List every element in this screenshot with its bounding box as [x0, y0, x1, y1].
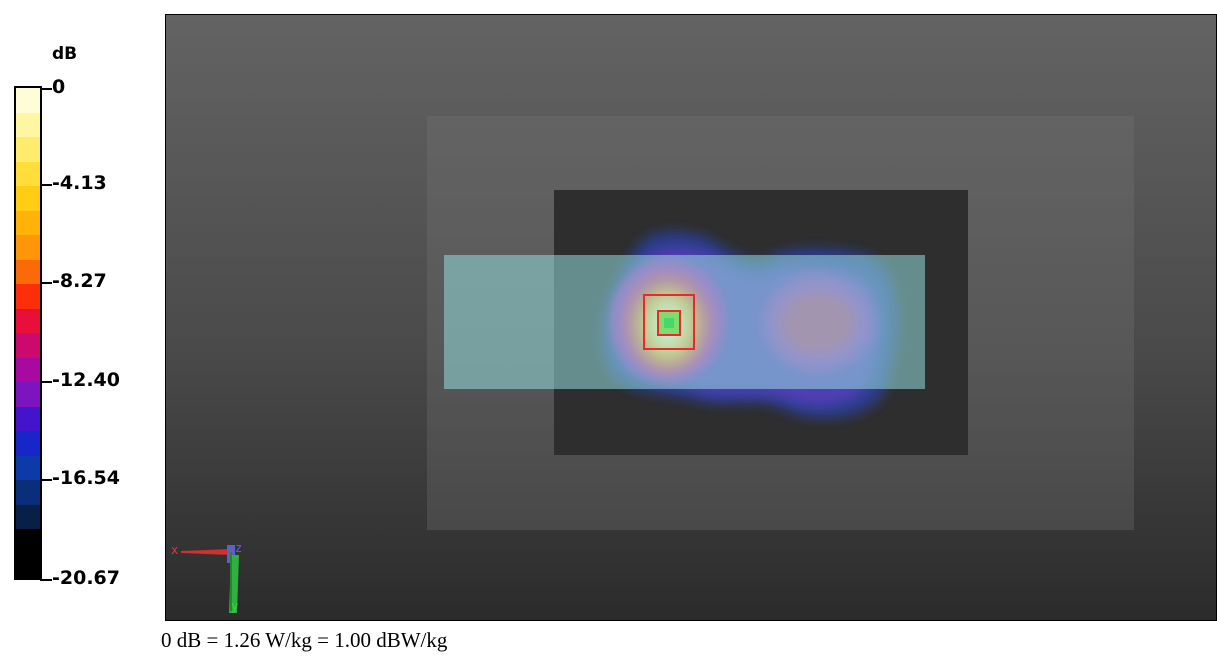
- color-swatch: [16, 382, 40, 407]
- peak-point-marker: [664, 318, 674, 328]
- color-swatch: [16, 504, 40, 529]
- peak-cube-marker-outer: [643, 294, 695, 350]
- color-swatch: [16, 480, 40, 505]
- legend-tick-label: -4.13: [52, 172, 107, 194]
- color-swatch: [16, 284, 40, 309]
- color-swatch: [16, 112, 40, 137]
- color-swatch: [16, 88, 40, 113]
- legend-tick-label: -16.54: [52, 467, 120, 489]
- legend-tick-label: -20.67: [52, 567, 120, 589]
- color-swatch: [16, 308, 40, 333]
- y-axis-label: y: [231, 599, 239, 613]
- color-scale-bar: [14, 86, 42, 580]
- normalization-caption: 0 dB = 1.26 W/kg = 1.00 dBW/kg: [161, 628, 448, 652]
- color-swatch: [16, 259, 40, 284]
- sar-3d-viewport[interactable]: x z y: [165, 14, 1217, 621]
- color-swatch: [16, 186, 40, 211]
- color-swatch: [16, 210, 40, 235]
- device-under-test-overlay: [444, 255, 925, 389]
- legend-tick-label: -12.40: [52, 369, 120, 391]
- color-bar-legend: dB 0 -4.13 -8.27 -12.40 -16.54 -20.67: [0, 0, 165, 620]
- color-swatch: [16, 137, 40, 162]
- color-swatch: [16, 431, 40, 456]
- legend-tick-label: -8.27: [52, 270, 107, 292]
- legend-tick-label: 0: [52, 76, 66, 98]
- color-swatch: [16, 406, 40, 431]
- x-axis-label: x: [171, 543, 179, 557]
- peak-cube-marker-inner: [657, 310, 681, 336]
- axis-triad-icon: [181, 545, 239, 613]
- legend-unit-label: dB: [52, 44, 78, 64]
- color-swatch: [16, 235, 40, 260]
- color-swatch: [16, 357, 40, 382]
- z-axis-label: z: [235, 541, 243, 555]
- axis-triad: x z y: [171, 541, 251, 620]
- color-swatch: [16, 553, 40, 578]
- color-swatch: [16, 529, 40, 554]
- color-swatch: [16, 333, 40, 358]
- color-swatch: [16, 455, 40, 480]
- color-swatch: [16, 161, 40, 186]
